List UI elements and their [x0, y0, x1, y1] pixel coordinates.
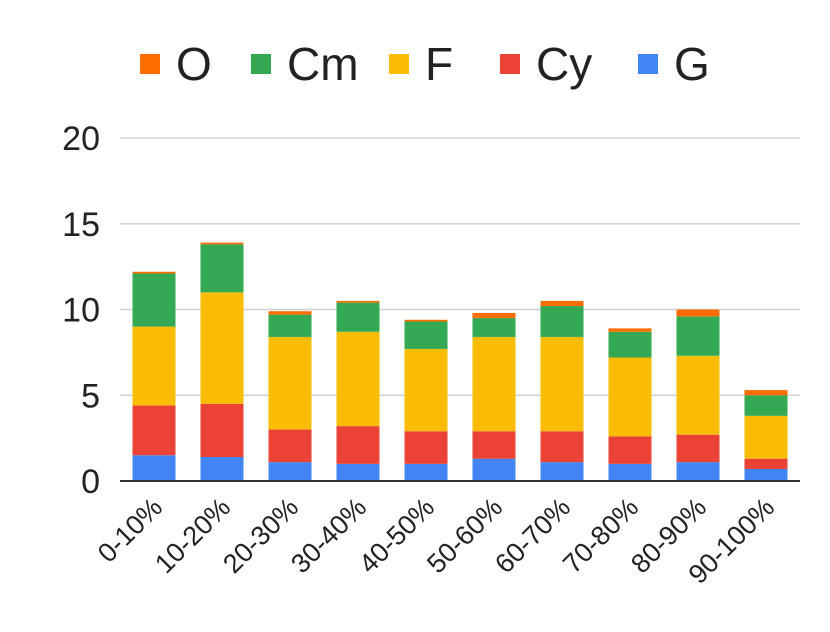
bar-segment-f: [268, 336, 312, 430]
bar-stack: [472, 312, 516, 481]
y-tick-label: 15: [62, 206, 100, 244]
legend-label: Cy: [536, 38, 592, 90]
bar-segment-o: [132, 271, 176, 274]
bar-segment-cy: [132, 405, 176, 456]
bar-segment-cm: [336, 302, 380, 332]
bar-segment-g: [404, 463, 448, 481]
bar-stack: [608, 328, 652, 481]
bars: [132, 242, 788, 481]
bar-segment-o: [200, 242, 244, 245]
bar-segment-f: [676, 355, 720, 435]
x-axis-tick-labels: 0-10%10-20%20-30%30-40%40-50%50-60%60-70…: [92, 492, 780, 590]
x-tick-label: 10-20%: [149, 492, 236, 579]
x-tick-label: 70-80%: [557, 492, 644, 579]
bar-segment-cy: [472, 431, 516, 459]
bar-segment-g: [200, 456, 244, 481]
legend-swatch: [251, 54, 271, 74]
x-tick-label: 40-50%: [353, 492, 440, 579]
bar-segment-o: [744, 390, 788, 396]
bar-segment-cm: [744, 395, 788, 416]
legend: O Cm F Cy G: [140, 38, 710, 90]
bar-segment-g: [132, 455, 176, 481]
bar-stack: [676, 309, 720, 481]
bar-segment-g: [744, 468, 788, 481]
bar-segment-cy: [608, 436, 652, 464]
legend-label: F: [425, 38, 453, 90]
legend-item-cy: Cy: [500, 38, 592, 90]
bar-stack: [200, 242, 244, 481]
legend-item-f: F: [389, 38, 453, 90]
bar-segment-cm: [200, 244, 244, 293]
bar-segment-f: [540, 336, 584, 432]
legend-item-g: G: [638, 38, 710, 90]
bar-segment-cy: [540, 431, 584, 463]
bar-segment-cy: [676, 434, 720, 463]
bar-stack: [404, 319, 448, 481]
legend-swatch: [389, 54, 409, 74]
bar-segment-g: [472, 458, 516, 481]
legend-swatch: [638, 54, 658, 74]
bar-segment-g: [336, 463, 380, 481]
legend-item-o: O: [140, 38, 212, 90]
legend-label: Cm: [287, 38, 359, 90]
bar-segment-o: [404, 319, 448, 322]
bar-segment-cy: [200, 403, 244, 457]
x-tick-label: 60-70%: [489, 492, 576, 579]
bar-stack: [540, 300, 584, 481]
bar-segment-o: [268, 311, 312, 315]
bar-segment-o: [540, 300, 584, 307]
bar-segment-o: [676, 309, 720, 317]
bar-segment-f: [608, 357, 652, 437]
bar-segment-g: [676, 462, 720, 481]
y-tick-label: 5: [81, 377, 100, 415]
bar-segment-f: [200, 292, 244, 404]
bar-segment-o: [336, 300, 380, 303]
bar-segment-f: [132, 326, 176, 406]
y-tick-label: 0: [81, 463, 100, 501]
bar-segment-cm: [540, 306, 584, 337]
bar-segment-g: [608, 463, 652, 481]
bar-segment-f: [744, 415, 788, 459]
bar-segment-cm: [608, 331, 652, 358]
x-tick-label: 50-60%: [421, 492, 508, 579]
bar-segment-cm: [404, 321, 448, 349]
y-tick-label: 20: [62, 120, 100, 158]
bar-segment-cm: [676, 316, 720, 356]
bar-segment-cm: [268, 314, 312, 337]
legend-label: O: [176, 38, 212, 90]
bar-segment-f: [472, 336, 516, 432]
bar-segment-cy: [744, 458, 788, 469]
y-axis-tick-labels: 0 5 10 15 20: [62, 120, 100, 501]
bar-stack: [744, 390, 788, 481]
bar-segment-cy: [336, 426, 380, 464]
legend-item-cm: Cm: [251, 38, 359, 90]
bar-stack: [132, 271, 176, 481]
y-tick-label: 10: [62, 292, 100, 330]
bar-segment-o: [472, 312, 516, 319]
bar-stack: [268, 311, 312, 481]
bar-stack: [336, 300, 380, 481]
bar-segment-f: [336, 331, 380, 427]
legend-swatch: [140, 54, 160, 74]
legend-swatch: [500, 54, 520, 74]
bar-segment-cy: [404, 431, 448, 464]
bar-segment-g: [540, 462, 584, 481]
bar-segment-o: [608, 328, 652, 332]
bar-segment-cm: [132, 273, 176, 327]
bar-segment-g: [268, 462, 312, 481]
x-tick-label: 30-40%: [285, 492, 372, 579]
legend-label: G: [674, 38, 710, 90]
x-tick-label: 20-30%: [217, 492, 304, 579]
bar-segment-f: [404, 348, 448, 432]
bar-segment-cy: [268, 429, 312, 463]
bar-segment-cm: [472, 318, 516, 337]
